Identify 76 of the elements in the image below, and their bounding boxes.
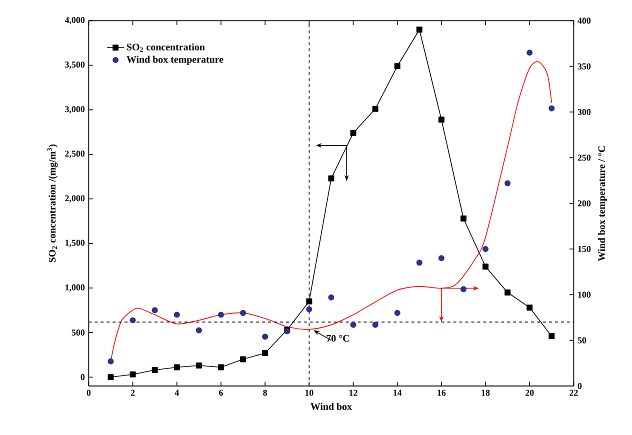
y2-tick-label: 400 [578,18,591,24]
point [350,130,356,136]
point [526,304,533,311]
point [416,26,422,33]
y2-tick-label: 0 [578,382,582,390]
x-tick-label: 14 [394,390,402,396]
x-tick-label: 4 [174,390,179,396]
y2-axis-title: Wind box temperature / °C [598,146,608,262]
y-tick-label: 3,500 [65,62,85,69]
point [108,374,114,380]
x-tick-label: 12 [349,390,358,396]
point [394,63,400,70]
x-tick-label: 0 [86,390,91,396]
point [350,322,356,328]
point [416,260,422,266]
y-tick-label: 1,000 [65,284,85,292]
point [108,358,114,364]
x-tick-label: 18 [482,390,490,396]
point [328,294,334,300]
point [152,366,158,373]
point [152,307,158,314]
x-tick-label: 8 [263,390,268,396]
point [482,264,489,270]
point [460,216,466,222]
point [548,333,555,340]
point [174,364,180,370]
y-tick-label: 3,000 [65,106,85,114]
point [196,327,202,334]
y2-tick-label: 200 [578,200,591,206]
point [460,286,467,292]
point [262,350,268,356]
point [372,106,378,112]
legend-label: Wind box temperature [126,56,224,65]
point [306,298,312,304]
y2-tick-label: 250 [578,154,591,161]
point [130,317,136,324]
x-tick-label: 22 [570,390,578,396]
y-tick-label: 1,500 [65,240,85,248]
y2-tick-label: 50 [578,337,586,344]
point [240,310,246,316]
point [262,334,268,340]
y-tick-label: 4,000 [64,17,85,24]
point [504,180,511,186]
x-tick-label: 6 [219,390,223,396]
legend-label: SO$_{2}$ concentration [127,43,205,52]
x-axis-title: Wind box [310,402,352,410]
point [218,364,224,370]
point [504,289,511,296]
y-tick-label: 500 [72,330,85,336]
point [372,322,378,328]
point [438,255,444,262]
y2-tick-label: 350 [578,63,591,70]
point [130,371,136,378]
point [438,116,444,123]
point [240,356,246,362]
y-tick-label: 2,000 [65,195,85,203]
y2-tick-label: 300 [578,108,591,116]
point [174,312,180,318]
y-axis-title: SO$_{2}$ concentration /(mg/m$^{3}$) [47,144,58,262]
x-tick-label: 16 [438,390,446,396]
point [482,246,489,252]
x-tick-label: 20 [526,390,534,396]
point [548,105,555,112]
legend-label: 70 °C [326,334,350,342]
y2-tick-label: 100 [578,292,591,298]
y2-tick-label: 150 [578,246,591,252]
point [394,310,400,316]
y-tick-label: 2,500 [65,150,85,158]
point [526,50,533,56]
point [328,175,334,182]
x-tick-label: 10 [305,390,314,396]
x-tick-label: 2 [130,390,135,396]
point [306,306,312,312]
y-tick-label: 0 [80,374,85,380]
point [196,362,202,368]
point [218,312,224,318]
